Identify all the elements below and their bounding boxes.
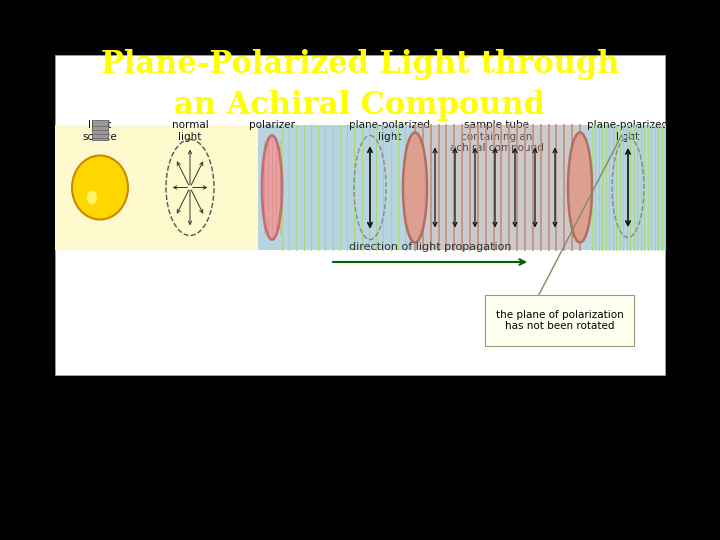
Ellipse shape [403,132,427,242]
Text: plane-polarized
light: plane-polarized light [349,120,431,141]
Ellipse shape [568,132,592,242]
Bar [55,125,665,250]
Text: polarizer: polarizer [249,120,295,130]
Text: light
source: light source [83,120,117,141]
Ellipse shape [262,136,282,240]
Bar [415,125,580,250]
Text: normal
light: normal light [171,120,208,141]
Text: Plane-Polarized Light through
an Achiral Compound: Plane-Polarized Light through an Achiral… [101,49,619,121]
Bar [55,55,665,375]
Ellipse shape [87,191,97,205]
Text: the plane of polarization
has not been rotated: the plane of polarization has not been r… [495,310,624,332]
Ellipse shape [72,156,128,219]
Bar [55,125,258,250]
FancyBboxPatch shape [485,295,634,346]
Bar [92,120,108,140]
Text: direction of light propagation: direction of light propagation [348,242,511,252]
Text: plane-polarized
light: plane-polarized light [588,120,668,141]
Text: sample tube
containing an
achiral compound: sample tube containing an achiral compou… [450,120,544,153]
